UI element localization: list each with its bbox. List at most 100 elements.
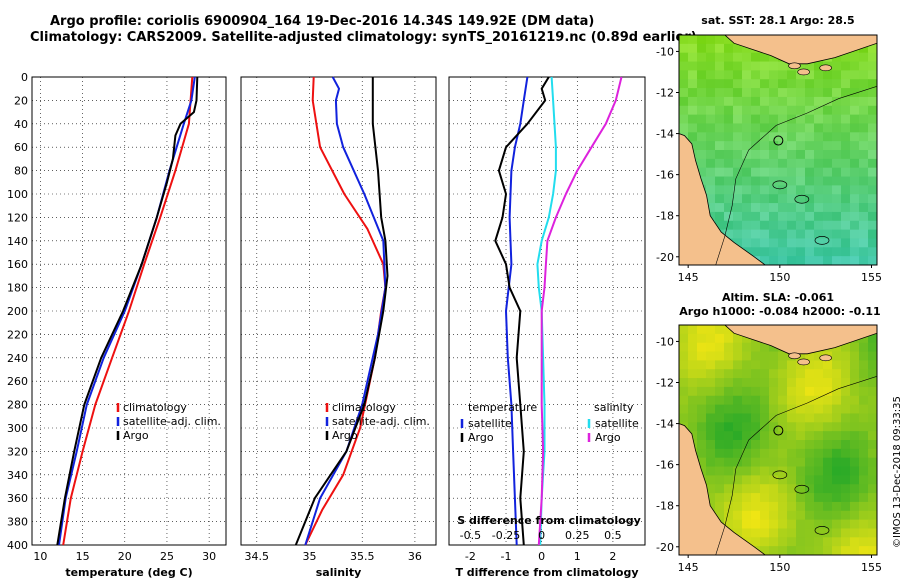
map-cell — [742, 238, 752, 248]
map-cell — [859, 404, 869, 415]
map-cell — [787, 220, 797, 231]
map-cell — [823, 519, 833, 530]
map-cell — [733, 141, 743, 151]
map-cell — [814, 105, 824, 116]
argo-position-marker — [773, 425, 784, 436]
map-cell — [850, 404, 860, 415]
map-cell — [832, 61, 842, 71]
map-cell — [796, 194, 806, 204]
map-cell — [796, 203, 806, 213]
map-cell — [778, 61, 788, 71]
map-cell — [679, 360, 689, 370]
map-cell — [805, 422, 815, 432]
map-cell — [841, 70, 851, 80]
map-cell — [832, 466, 842, 476]
map-cell — [787, 229, 797, 240]
map-cell — [760, 70, 770, 80]
map-cell — [841, 386, 851, 397]
sla-map: -10 -12 -14 -16 -18 -20 145 150 155 Altim. SLA: -… — [656, 291, 882, 574]
map-cell — [769, 256, 779, 265]
map-cell — [787, 96, 797, 107]
map-cell — [697, 386, 707, 397]
map-cell — [868, 404, 877, 415]
map-cell — [868, 61, 877, 71]
map-cell — [814, 475, 824, 485]
map-cell — [724, 457, 734, 468]
map-cell — [850, 88, 860, 98]
map-cell — [760, 519, 770, 530]
map-cell — [679, 413, 689, 423]
map-cell — [841, 546, 851, 555]
map-cell — [841, 378, 851, 388]
map-cell — [859, 493, 869, 503]
sst-map-frame — [678, 34, 878, 266]
map-cell — [742, 466, 752, 476]
map-cell — [742, 123, 752, 133]
map-cell — [778, 475, 788, 485]
map-cell — [742, 88, 752, 98]
map-cell — [850, 519, 860, 530]
map-cell — [859, 61, 869, 71]
map-cell — [823, 114, 833, 125]
map-cell — [733, 229, 743, 240]
map-cell — [769, 413, 779, 423]
map-cell — [688, 35, 698, 45]
map-cell — [751, 386, 761, 397]
map-cell — [742, 413, 752, 423]
map-y-tick-label: -20 — [656, 251, 674, 264]
map-cell — [859, 141, 869, 151]
map-cell — [760, 52, 770, 63]
map-cell — [814, 158, 824, 169]
map-cell — [814, 229, 824, 240]
map-cell — [733, 158, 743, 169]
map-cell — [841, 360, 851, 370]
map-cell — [796, 79, 806, 89]
temperature-xlabel: temperature (deg C) — [65, 566, 192, 579]
x-tick-label: 10 — [33, 550, 47, 563]
map-y-tick-label: -16 — [656, 459, 674, 472]
series-line-t-argo — [494, 76, 550, 546]
legend-label: satellite-adj. clim. — [123, 415, 221, 428]
map-cell — [751, 413, 761, 423]
map-cell — [787, 546, 797, 555]
map-cell — [814, 220, 824, 231]
island — [788, 352, 801, 360]
map-cell — [769, 123, 779, 133]
map-cell — [796, 378, 806, 388]
map-cell — [823, 185, 833, 195]
map-cell — [769, 220, 779, 231]
map-cell — [706, 493, 716, 503]
map-cell — [796, 537, 806, 547]
map-cell — [724, 79, 734, 89]
map-cell — [706, 114, 716, 125]
map-cell — [832, 484, 842, 494]
y-tick-label: 380 — [7, 516, 28, 529]
legend-label: satellite — [595, 417, 639, 430]
map-cell — [850, 369, 860, 379]
map-cell — [706, 150, 716, 160]
map-cell — [697, 351, 707, 361]
map-cell — [715, 466, 725, 476]
map-cell — [760, 203, 770, 213]
map-cell — [751, 440, 761, 450]
map-cell — [724, 150, 734, 160]
map-cell — [805, 88, 815, 98]
map-cell — [805, 519, 815, 530]
map-cell — [751, 141, 761, 151]
map-cell — [805, 167, 815, 178]
legend-label: satellite-adj. clim. — [332, 415, 430, 428]
map-cell — [868, 537, 877, 547]
bathymetry-contour — [715, 86, 877, 265]
map-cell — [814, 448, 824, 459]
map-cell — [778, 386, 788, 397]
map-cell — [769, 229, 779, 240]
map-cell — [751, 448, 761, 459]
map-cell — [751, 238, 761, 248]
map-cell — [841, 342, 851, 353]
map-cell — [724, 484, 734, 494]
map-cell — [814, 61, 824, 71]
map-cell — [859, 150, 869, 160]
map-cell — [733, 528, 743, 538]
map-cell — [814, 484, 824, 494]
map-cell — [796, 431, 806, 441]
